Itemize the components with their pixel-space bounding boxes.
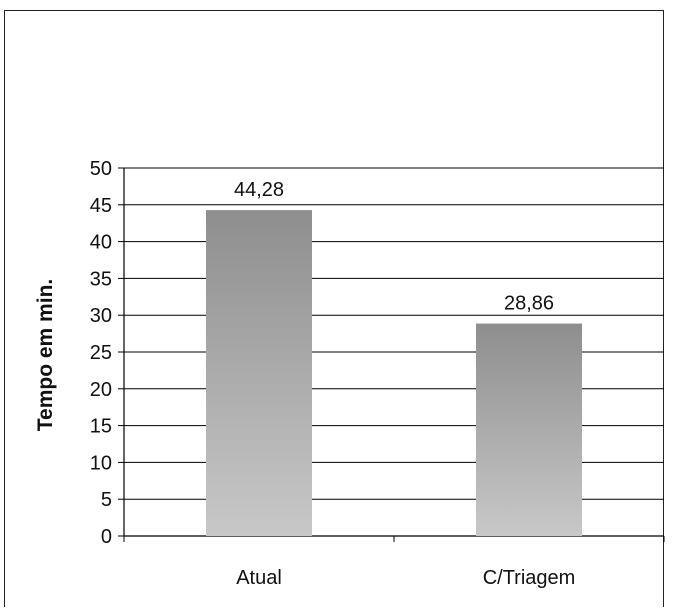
y-tick-label: 10 (90, 452, 112, 474)
bar-atual (206, 210, 312, 537)
y-tick-label: 20 (90, 379, 112, 401)
y-tick-label: 50 (90, 158, 112, 180)
axes (118, 167, 665, 542)
bars (206, 210, 582, 537)
x-category-label: Atual (236, 567, 282, 589)
y-tick-label: 5 (101, 489, 112, 511)
chart-frame (4, 10, 664, 607)
x-category-label: C/Triagem (483, 567, 576, 589)
y-tick-label: 0 (101, 526, 112, 548)
y-tick-label: 45 (90, 195, 112, 217)
data-label: 28,86 (504, 293, 554, 315)
y-tick-label: 15 (90, 416, 112, 438)
gridlines (124, 167, 664, 500)
data-label: 44,28 (234, 179, 284, 201)
y-tick-label: 40 (90, 232, 112, 254)
y-tick-label: 35 (90, 268, 112, 290)
y-tick-label: 25 (90, 342, 112, 364)
y-axis-label: Tempo em min. (34, 279, 57, 431)
bar-c-triagem (476, 323, 582, 536)
labels: 0 5 10 15 20 25 30 35 40 45 50 44,28 Atual 28,86 C/Tri… (90, 158, 576, 589)
y-tick-label: 30 (90, 305, 112, 327)
